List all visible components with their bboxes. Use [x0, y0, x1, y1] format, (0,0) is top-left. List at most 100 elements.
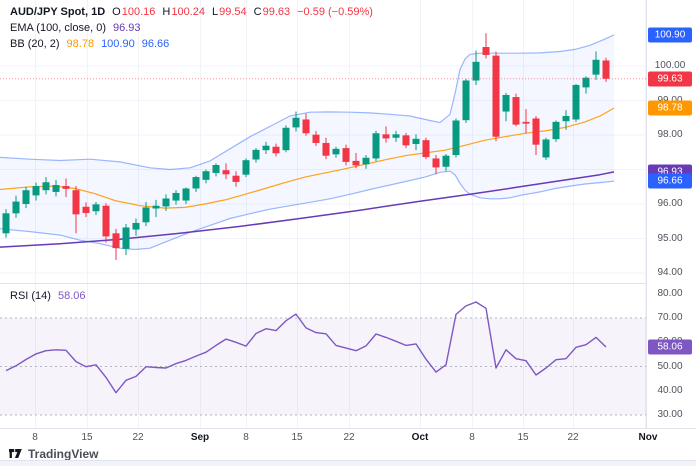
price-axis-label: 99.00 — [647, 95, 693, 107]
candle — [2, 209, 10, 238]
time-axis-month-label: Nov — [638, 432, 658, 443]
ohlc-low: L 99.54 — [211, 6, 247, 18]
candle — [302, 113, 310, 136]
candle — [222, 163, 230, 180]
candle — [32, 182, 40, 201]
candle — [462, 79, 470, 123]
ema-value: 96.93 — [113, 22, 141, 34]
candle — [242, 158, 250, 178]
candle — [42, 177, 50, 195]
candle — [102, 203, 110, 243]
bb-legend[interactable]: BB (20, 2) 98.78 100.90 96.66 — [10, 37, 169, 51]
time-axis[interactable]: 8 15 22 Sep 8 15 22 Oct 8 15 22 Nov — [0, 429, 696, 448]
candle — [262, 141, 270, 154]
change-value: −0.59 (−0.59%) — [297, 6, 373, 18]
candle — [62, 178, 70, 198]
candle — [332, 146, 340, 158]
candle — [592, 51, 600, 80]
candle — [442, 153, 450, 172]
candle — [422, 137, 430, 160]
time-axis-label: 8 — [32, 432, 38, 443]
bb-upper-line — [0, 34, 615, 171]
candle — [252, 148, 260, 163]
candle — [92, 201, 100, 216]
candle — [172, 190, 180, 205]
candle — [542, 137, 550, 160]
candle — [602, 57, 610, 82]
price-axis-badge: 96.66 — [648, 173, 692, 189]
candle — [182, 187, 190, 204]
price-axis-label: 80.00 — [657, 287, 683, 299]
candle — [472, 50, 480, 85]
price-axis-badge: 100.90 — [648, 27, 692, 43]
price-axis-badge: 99.63 — [648, 71, 692, 87]
time-axis-label: 15 — [517, 432, 529, 443]
brand-text: TradingView — [28, 446, 99, 461]
bb-lower-value: 96.66 — [141, 38, 170, 50]
price-axis-label: 40.00 — [657, 384, 683, 396]
price-axis-badge: 58.06 — [648, 339, 692, 355]
candle — [132, 218, 140, 236]
price-axis-label: 95.00 — [657, 232, 683, 244]
candle — [362, 155, 370, 169]
ema-legend[interactable]: EMA (100, close, 0) 96.93 — [10, 21, 141, 35]
price-axis-label: 98.00 — [657, 129, 683, 140]
bb-upper-value: 100.90 — [101, 38, 135, 50]
price-axis-label: 100.00 — [654, 60, 686, 71]
rsi-band-fill — [0, 318, 646, 415]
time-axis-label: 22 — [132, 432, 144, 443]
candle — [512, 93, 520, 127]
candle — [72, 186, 80, 234]
time-axis-label: 8 — [469, 432, 475, 443]
candle — [382, 126, 390, 143]
tradingview-logo-icon — [9, 449, 22, 458]
price-axis-label: 50.00 — [657, 360, 683, 372]
candle — [142, 201, 150, 227]
bb-basis-line — [0, 107, 615, 209]
time-axis-label: 22 — [567, 432, 579, 443]
time-axis-label: 15 — [81, 432, 93, 443]
price-axis[interactable]: 100.0099.0098.0097.0096.0095.0094.0080.0… — [647, 0, 696, 428]
candle — [122, 224, 130, 256]
grid-lines — [0, 0, 646, 428]
candle — [292, 111, 300, 132]
candle — [372, 130, 380, 162]
main-series-legend[interactable]: AUD/JPY Spot, 1D O 100.16 H 100.24 L 99.54 … — [10, 5, 373, 19]
candle — [352, 152, 360, 169]
time-axis-month-label: Oct — [411, 432, 429, 443]
candle — [202, 169, 210, 184]
price-axis-label: 96.00 — [657, 198, 683, 209]
time-axis-month-label: Sep — [190, 432, 210, 443]
price-axis-label: 70.00 — [657, 312, 683, 323]
bb-basis-value: 98.78 — [66, 38, 95, 50]
candle — [522, 109, 530, 134]
candle — [402, 132, 410, 149]
ema-100-line — [0, 171, 615, 248]
candle — [22, 186, 30, 209]
time-axis-label: 15 — [291, 432, 303, 443]
bb-label: BB (20, 2) — [10, 38, 60, 50]
time-axis-label: 22 — [343, 432, 355, 443]
symbol-title: AUD/JPY Spot, 1D — [10, 6, 106, 18]
candle — [312, 130, 320, 147]
candle — [532, 116, 540, 156]
candlestick-series — [2, 33, 610, 260]
rsi-legend[interactable]: RSI (14) 58.06 — [10, 289, 86, 303]
bb-fill — [0, 34, 614, 250]
tradingview-logo[interactable]: TradingView — [8, 446, 98, 461]
candle — [452, 118, 460, 158]
candle — [192, 175, 200, 192]
candle — [272, 143, 280, 157]
candle — [492, 51, 500, 142]
candle — [582, 76, 590, 94]
candle — [212, 163, 220, 177]
price-axis-label: 30.00 — [657, 409, 683, 420]
price-axis-badge: 98.78 — [648, 100, 692, 116]
candle — [112, 228, 120, 260]
ema-label: EMA (100, close, 0) — [10, 22, 106, 34]
candle — [282, 125, 290, 153]
candle — [232, 171, 240, 187]
rsi-value: 58.06 — [57, 290, 86, 302]
